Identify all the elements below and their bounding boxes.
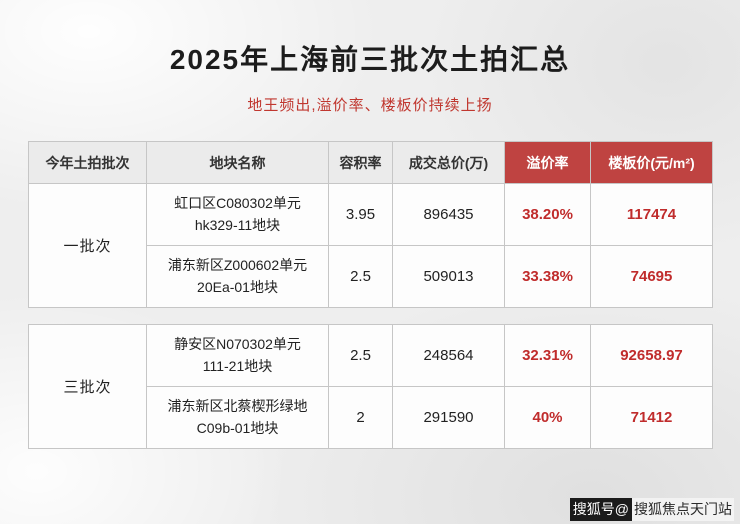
column-header-floor-price: 楼板价(元/m²) bbox=[590, 141, 713, 184]
table-row: 浦东新区北蔡楔形绿地 C09b-01地块 2 291590 40% 71412 bbox=[29, 386, 713, 449]
premium-rate-cell: 40% bbox=[504, 386, 591, 449]
floor-price-cell: 117474 bbox=[590, 183, 713, 246]
batch-cell-third: 三批次 bbox=[28, 324, 147, 449]
far-cell: 3.95 bbox=[328, 183, 393, 246]
table-row: 三批次 静安区N070302单元 111-21地块 2.5 248564 32.… bbox=[28, 324, 713, 449]
plot-name-cell: 浦东新区Z000602单元 20Ea-01地块 bbox=[146, 245, 329, 308]
plot-name-cell: 虹口区C080302单元 hk329-11地块 bbox=[146, 183, 329, 246]
table-section-gap bbox=[28, 308, 712, 324]
total-price-cell: 248564 bbox=[392, 324, 505, 387]
table-batch-3: 三批次 静安区N070302单元 111-21地块 2.5 248564 32.… bbox=[28, 324, 713, 449]
floor-price-cell: 74695 bbox=[590, 245, 713, 308]
total-price-cell: 896435 bbox=[392, 183, 505, 246]
column-header-batch: 今年土拍批次 bbox=[28, 141, 147, 184]
far-cell: 2.5 bbox=[328, 324, 393, 387]
total-price-cell: 291590 bbox=[392, 386, 505, 449]
plot-name-cell: 静安区N070302单元 111-21地块 bbox=[146, 324, 329, 387]
page-title: 2025年上海前三批次土拍汇总 bbox=[169, 44, 571, 75]
column-header-total-price: 成交总价(万) bbox=[392, 141, 505, 184]
watermark: 搜狐号@ 搜狐焦点天门站 bbox=[569, 498, 734, 521]
column-header-far: 容积率 bbox=[328, 141, 393, 184]
table-header-row: 今年土拍批次 地块名称 容积率 成交总价(万) 溢价率 楼板价(元/m²) bbox=[28, 141, 713, 184]
table-batch-1: 今年土拍批次 地块名称 容积率 成交总价(万) 溢价率 楼板价(元/m²) 一批… bbox=[28, 141, 713, 308]
watermark-badge: 搜狐号@ bbox=[569, 498, 632, 521]
far-cell: 2.5 bbox=[328, 245, 393, 308]
far-cell: 2 bbox=[328, 386, 393, 449]
floor-price-cell: 92658.97 bbox=[590, 324, 713, 387]
page-subtitle: 地王频出,溢价率、楼板价持续上扬 bbox=[247, 97, 493, 114]
premium-rate-cell: 38.20% bbox=[504, 183, 591, 246]
column-header-premium-rate: 溢价率 bbox=[504, 141, 591, 184]
total-price-cell: 509013 bbox=[392, 245, 505, 308]
premium-rate-cell: 32.31% bbox=[504, 324, 591, 387]
batch-cell-first: 一批次 bbox=[28, 183, 147, 308]
floor-price-cell: 71412 bbox=[590, 386, 713, 449]
plot-name-cell: 浦东新区北蔡楔形绿地 C09b-01地块 bbox=[146, 386, 329, 449]
table-row: 浦东新区Z000602单元 20Ea-01地块 2.5 509013 33.38… bbox=[29, 245, 713, 308]
watermark-text: 搜狐焦点天门站 bbox=[632, 498, 734, 521]
column-header-plot-name: 地块名称 bbox=[146, 141, 329, 184]
premium-rate-cell: 33.38% bbox=[504, 245, 591, 308]
table-row: 一批次 虹口区C080302单元 hk329-11地块 3.95 896435 … bbox=[28, 183, 713, 308]
land-auction-table: 今年土拍批次 地块名称 容积率 成交总价(万) 溢价率 楼板价(元/m²) 一批… bbox=[28, 141, 713, 449]
